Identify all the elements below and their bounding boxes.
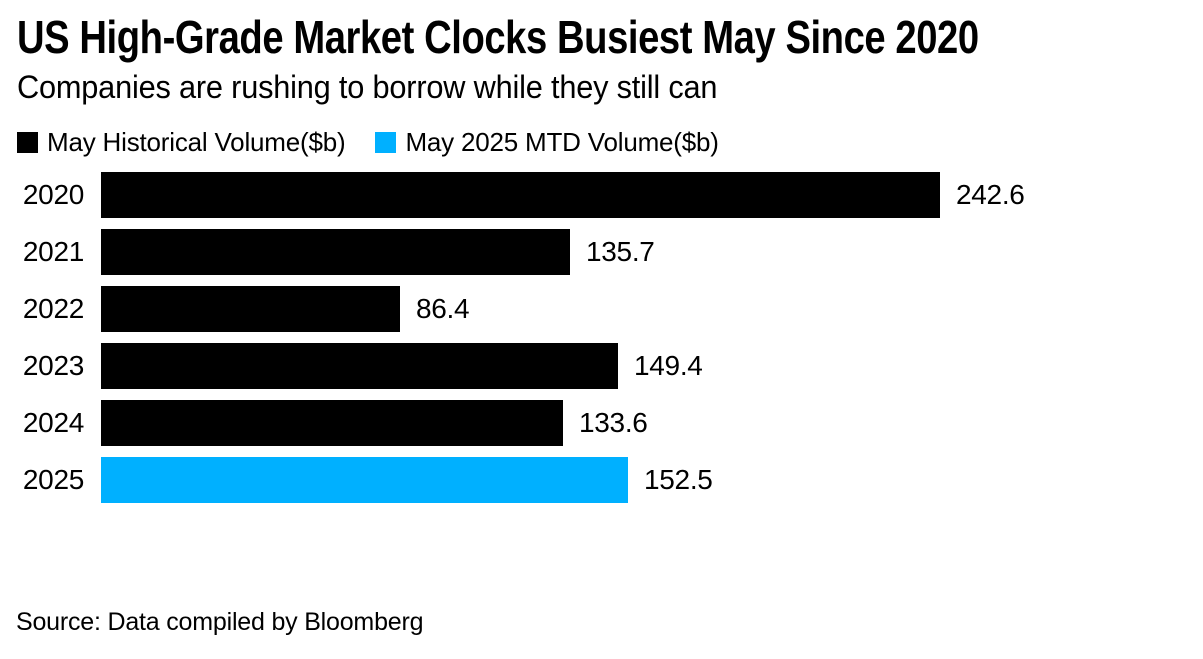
bar (101, 400, 563, 446)
legend-label: May 2025 MTD Volume($b) (405, 127, 719, 157)
source-note: Source: Data compiled by Bloomberg (16, 608, 424, 636)
legend: May Historical Volume($b) May 2025 MTD Vo… (17, 127, 719, 158)
bar-row: 2025 152.5 (0, 457, 1203, 503)
chart-title: US High-Grade Market Clocks Busiest May … (17, 11, 979, 63)
y-axis-label: 2023 (22, 350, 84, 381)
y-axis-label: 2022 (22, 293, 84, 324)
bar-row: 2022 86.4 (0, 286, 1203, 332)
y-axis-label: 2024 (22, 407, 84, 438)
bar-row: 2024 133.6 (0, 400, 1203, 446)
legend-label: May Historical Volume($b) (47, 127, 346, 157)
y-axis-label: 2021 (22, 236, 84, 267)
value-label: 135.7 (586, 236, 655, 267)
bar (101, 457, 628, 503)
value-label: 149.4 (634, 350, 703, 381)
bar-chart: 2020 242.6 2021 135.7 2022 86.4 2023 149.4 2024 1… (0, 172, 1203, 514)
bar (101, 172, 940, 218)
bar-row: 2020 242.6 (0, 172, 1203, 218)
bar (101, 229, 570, 275)
y-axis-label: 2025 (22, 464, 84, 495)
y-axis-label: 2020 (22, 179, 84, 210)
value-label: 133.6 (579, 407, 648, 438)
legend-item: May 2025 MTD Volume($b) (375, 127, 719, 158)
chart-subtitle: Companies are rushing to borrow while th… (17, 69, 718, 105)
bar-row: 2023 149.4 (0, 343, 1203, 389)
legend-swatch-icon (375, 132, 397, 153)
value-label: 242.6 (956, 179, 1025, 210)
value-label: 152.5 (644, 464, 713, 495)
legend-swatch-icon (17, 132, 38, 153)
bar-row: 2021 135.7 (0, 229, 1203, 275)
value-label: 86.4 (416, 293, 470, 324)
bar (101, 343, 618, 389)
legend-item: May Historical Volume($b) (17, 127, 346, 158)
bar (101, 286, 400, 332)
